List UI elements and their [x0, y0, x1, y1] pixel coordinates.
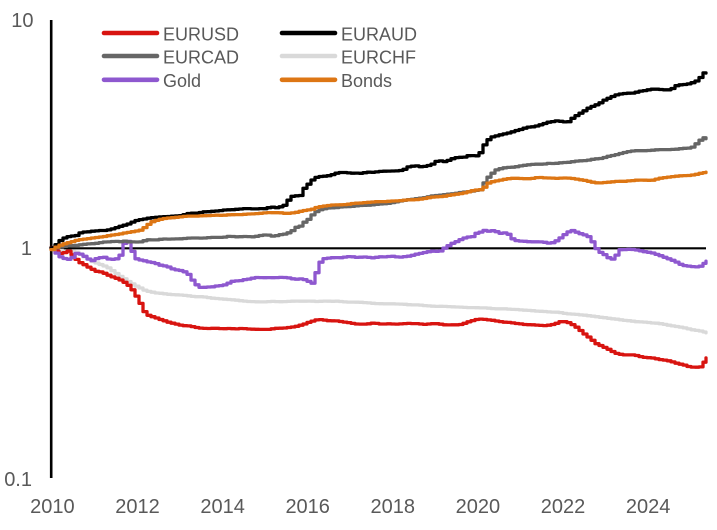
svg-text:2010: 2010: [30, 496, 75, 518]
svg-text:Bonds: Bonds: [341, 71, 392, 91]
svg-text:0.1: 0.1: [4, 469, 32, 491]
svg-text:2024: 2024: [626, 496, 671, 518]
svg-text:2020: 2020: [456, 496, 501, 518]
svg-text:2016: 2016: [285, 496, 330, 518]
svg-text:2012: 2012: [115, 496, 160, 518]
svg-text:EURCAD: EURCAD: [163, 48, 239, 68]
svg-text:EURUSD: EURUSD: [163, 25, 239, 45]
svg-text:2014: 2014: [200, 496, 245, 518]
svg-text:2022: 2022: [541, 496, 586, 518]
svg-text:EURCHF: EURCHF: [341, 48, 416, 68]
svg-text:2018: 2018: [371, 496, 416, 518]
svg-text:10: 10: [11, 10, 33, 32]
svg-text:EURAUD: EURAUD: [341, 25, 417, 45]
svg-text:Gold: Gold: [163, 71, 201, 91]
svg-text:1: 1: [21, 238, 32, 260]
